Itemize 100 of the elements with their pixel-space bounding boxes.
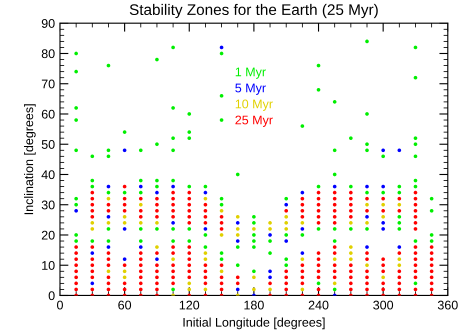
- point: [171, 184, 175, 188]
- point: [397, 257, 402, 262]
- point: [236, 227, 240, 231]
- point: [90, 282, 94, 286]
- point: [236, 233, 240, 237]
- point: [381, 227, 385, 231]
- point: [204, 251, 208, 255]
- point: [220, 269, 224, 274]
- point: [252, 288, 256, 292]
- point: [349, 221, 353, 225]
- point: [252, 227, 256, 231]
- point: [332, 282, 337, 286]
- point: [332, 184, 337, 188]
- point: [122, 227, 126, 231]
- point: [332, 257, 337, 262]
- point: [381, 214, 385, 219]
- point: [204, 227, 208, 231]
- y-tick-label: 20: [42, 230, 55, 240]
- x-tick-label: 300: [373, 300, 394, 310]
- point: [365, 202, 369, 207]
- point: [381, 202, 385, 207]
- point: [138, 202, 143, 207]
- point: [365, 245, 369, 249]
- chart-title: Stability Zones for the Earth (25 Myr): [130, 4, 378, 18]
- point: [284, 202, 288, 207]
- x-tick-label: 360: [438, 300, 458, 310]
- y-tick-label: 60: [42, 110, 55, 119]
- point: [300, 257, 304, 262]
- point: [284, 214, 288, 219]
- point: [122, 269, 126, 274]
- point: [138, 221, 143, 225]
- point: [268, 227, 272, 231]
- point: [268, 288, 272, 292]
- point: [122, 221, 126, 225]
- point: [284, 239, 288, 243]
- point: [171, 257, 175, 262]
- point: [365, 214, 369, 219]
- x-axis-title: Initial Longitude [degrees]: [183, 318, 325, 330]
- point: [236, 288, 240, 292]
- point: [300, 251, 304, 255]
- point: [268, 221, 272, 225]
- point: [284, 221, 288, 225]
- y-tick-label: 70: [42, 80, 55, 88]
- point: [122, 148, 126, 152]
- text: 10 Myr: [236, 100, 273, 111]
- point: [236, 221, 240, 225]
- point: [397, 245, 402, 249]
- point: [381, 148, 385, 152]
- point: [252, 275, 256, 280]
- point: [397, 202, 402, 207]
- point: [381, 275, 385, 280]
- y-tick-label: 80: [42, 49, 55, 58]
- text: 5 Myr: [235, 84, 266, 95]
- text: 25 Myr: [235, 116, 273, 127]
- point: [106, 221, 110, 225]
- y-axis-title: Inclination [degrees]: [24, 104, 36, 214]
- point: [122, 214, 126, 219]
- point: [122, 275, 126, 280]
- point: [365, 263, 369, 268]
- point: [187, 282, 192, 286]
- point: [204, 196, 208, 201]
- point: [268, 269, 272, 274]
- point: [268, 233, 272, 237]
- point: [106, 184, 110, 188]
- y-tick-label: 90: [42, 19, 55, 28]
- x-tick-label: 120: [180, 300, 200, 310]
- point: [284, 227, 288, 231]
- point: [220, 233, 224, 237]
- point: [204, 288, 208, 292]
- y-tick-label: 10: [42, 261, 55, 270]
- y-tick-label: 30: [42, 200, 55, 210]
- point: [204, 190, 208, 194]
- point: [155, 257, 159, 262]
- point: [381, 221, 385, 225]
- y-tick-label: 0: [48, 291, 55, 300]
- point: [155, 245, 159, 249]
- x-tick-label: 180: [244, 300, 264, 310]
- point: [349, 251, 353, 255]
- point: [90, 221, 94, 225]
- y-tick-label: 50: [42, 140, 55, 149]
- point: [106, 214, 110, 219]
- point: [106, 269, 110, 274]
- x-tick-label: 0: [57, 300, 63, 310]
- point: [236, 239, 240, 243]
- point: [236, 214, 240, 219]
- point: [381, 184, 385, 188]
- x-tick-label: 240: [308, 300, 328, 310]
- point: [122, 257, 126, 262]
- point: [300, 288, 304, 292]
- x-tick-label: 60: [118, 300, 132, 310]
- point: [155, 190, 159, 194]
- point: [90, 227, 94, 231]
- point: [204, 257, 208, 262]
- point: [220, 208, 224, 213]
- point: [138, 184, 143, 188]
- point: [220, 46, 224, 50]
- point: [349, 245, 353, 249]
- point: [397, 263, 402, 268]
- point: [397, 148, 402, 152]
- point: [106, 196, 110, 201]
